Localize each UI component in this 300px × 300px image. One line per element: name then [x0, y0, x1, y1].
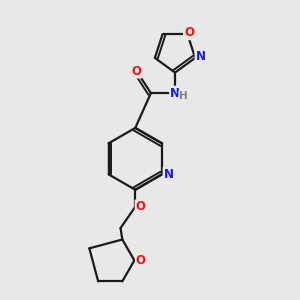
Text: N: N: [164, 168, 173, 181]
Text: O: O: [184, 26, 194, 39]
Text: N: N: [170, 87, 180, 100]
Text: O: O: [136, 254, 146, 267]
Text: O: O: [131, 64, 141, 78]
Text: H: H: [179, 91, 188, 101]
Text: O: O: [136, 200, 146, 213]
Text: N: N: [196, 50, 206, 63]
